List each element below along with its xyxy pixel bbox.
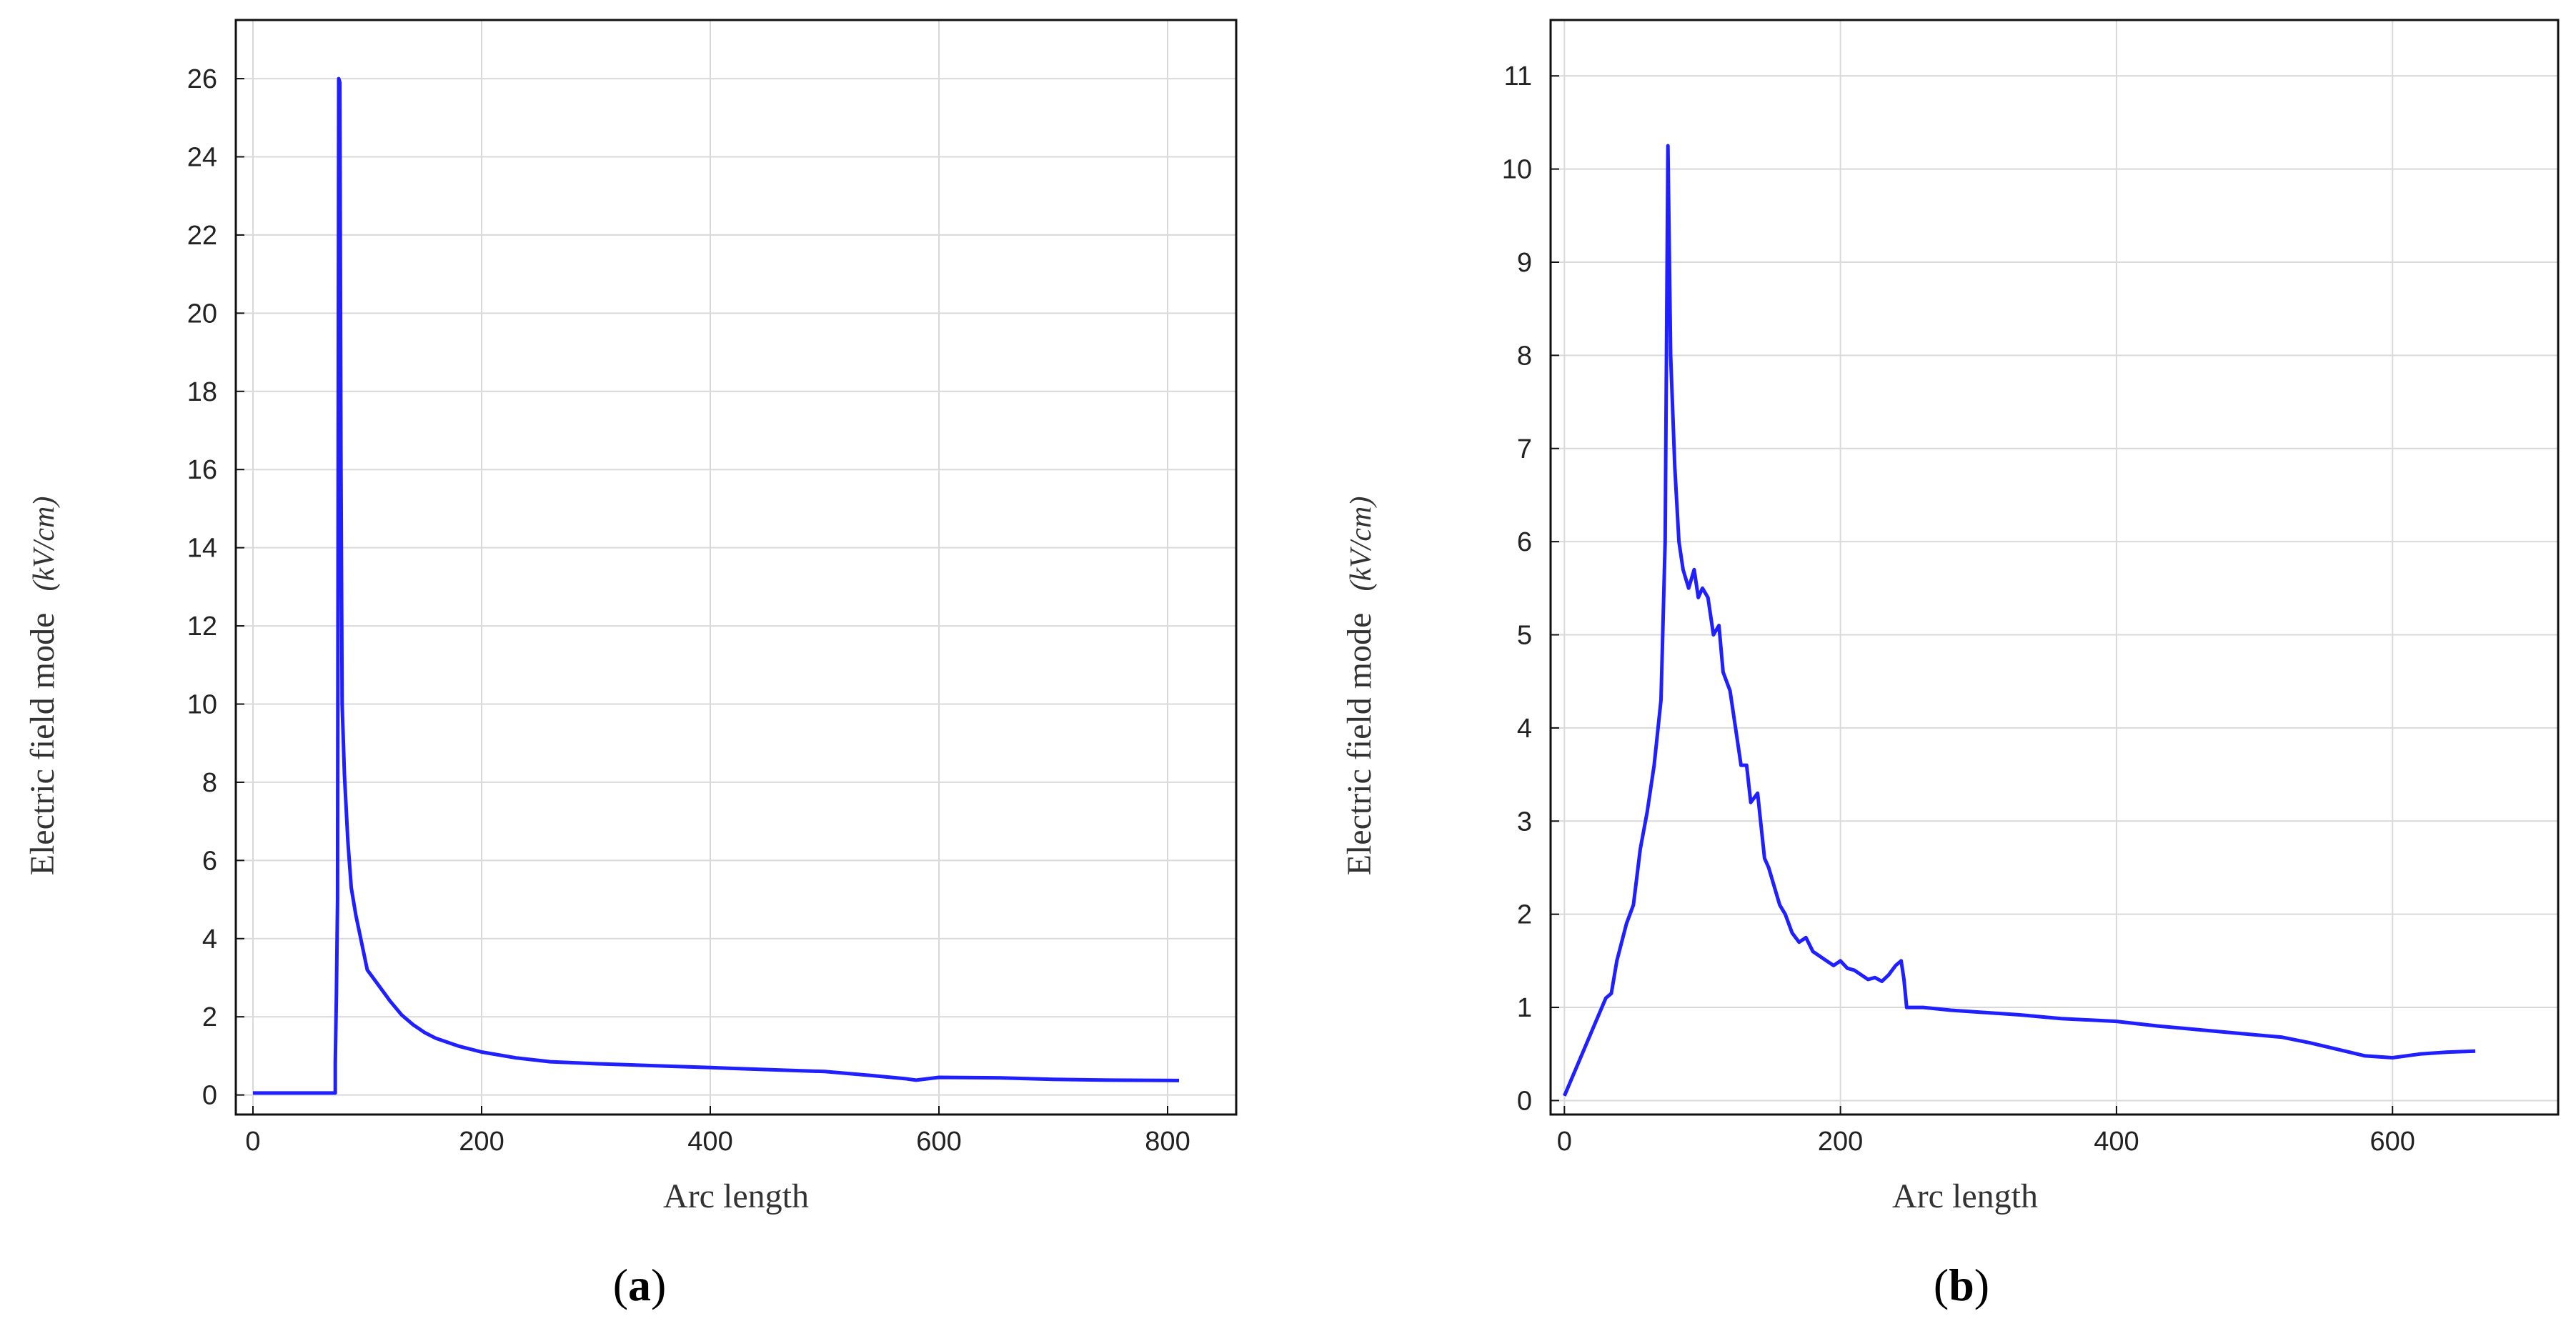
y-tick-label: 6 — [1517, 527, 1532, 557]
panel-letter: b — [1949, 1260, 1974, 1310]
x-tick-label: 0 — [1557, 1127, 1572, 1157]
y-tick-label: 6 — [202, 846, 217, 876]
y-axis-unit: (kV/cm) — [28, 497, 61, 592]
y-axis-label: Electric field mode (kV/cm) — [1341, 497, 1378, 876]
plot-frame — [234, 19, 1238, 1116]
y-tick-label: 8 — [1517, 341, 1532, 371]
grid — [236, 20, 1236, 1115]
y-tick-label: 24 — [187, 143, 217, 173]
y-tick-label: 5 — [1517, 621, 1532, 651]
y-tick-label: 8 — [202, 768, 217, 798]
y-tick-label: 26 — [187, 64, 217, 94]
x-tick-label: 800 — [1145, 1127, 1190, 1157]
y-axis-unit: (kV/cm) — [1345, 497, 1378, 592]
y-tick-label: 12 — [187, 612, 217, 642]
y-tick-label: 4 — [202, 924, 217, 954]
panel-label-a: (a) — [613, 1260, 667, 1310]
y-tick-label: 14 — [187, 534, 217, 564]
y-tick-label: 0 — [1517, 1086, 1532, 1116]
y-tick-label: 1 — [1517, 993, 1532, 1023]
x-ticks: 0 200 400 600 800 — [245, 1106, 1190, 1157]
panel-label-b: (b) — [1934, 1260, 1989, 1310]
y-tick-label: 2 — [202, 1002, 217, 1032]
y-tick-label: 0 — [202, 1081, 217, 1111]
y-tick-label: 9 — [1517, 248, 1532, 278]
panel-letter: a — [628, 1260, 651, 1310]
x-tick-label: 600 — [916, 1127, 961, 1157]
y-tick-label: 20 — [187, 299, 217, 329]
series-line — [253, 76, 1180, 1095]
x-tick-label: 200 — [1818, 1127, 1863, 1157]
x-axis-label: Arc length — [663, 1177, 809, 1215]
y-axis-label: Electric field mode (kV/cm) — [24, 497, 61, 876]
x-axis-label: Arc length — [1892, 1177, 2038, 1215]
x-tick-label: 600 — [2370, 1127, 2415, 1157]
x-tick-label: 400 — [687, 1127, 732, 1157]
y-tick-label: 4 — [1517, 714, 1532, 744]
y-tick-label: 16 — [187, 455, 217, 485]
x-tick-label: 400 — [2094, 1127, 2139, 1157]
y-tick-label: 2 — [1517, 900, 1532, 930]
y-tick-label: 11 — [1504, 61, 1532, 91]
y-tick-label: 3 — [1517, 807, 1532, 837]
y-axis-label-text: Electric field mode — [24, 613, 61, 876]
y-ticks: 0 1 2 3 4 5 6 7 8 9 10 11 — [1502, 61, 1559, 1116]
y-tick-label: 10 — [187, 690, 217, 720]
chart-panel-b: 0 200 400 600 0 1 2 3 4 5 6 7 8 9 10 11 Arc length Ele… — [1341, 19, 2560, 1310]
y-axis-label-text: Electric field mode — [1341, 613, 1378, 876]
grid — [1551, 20, 2558, 1115]
x-tick-label: 200 — [459, 1127, 504, 1157]
x-tick-label: 0 — [245, 1127, 260, 1157]
y-tick-label: 18 — [187, 377, 217, 407]
y-tick-label: 10 — [1502, 155, 1532, 185]
x-ticks: 0 200 400 600 — [1557, 1106, 2415, 1157]
series-line — [1562, 144, 2476, 1097]
y-tick-label: 7 — [1517, 434, 1532, 464]
plot-frame — [1549, 19, 2560, 1116]
y-tick-label: 22 — [187, 221, 217, 251]
